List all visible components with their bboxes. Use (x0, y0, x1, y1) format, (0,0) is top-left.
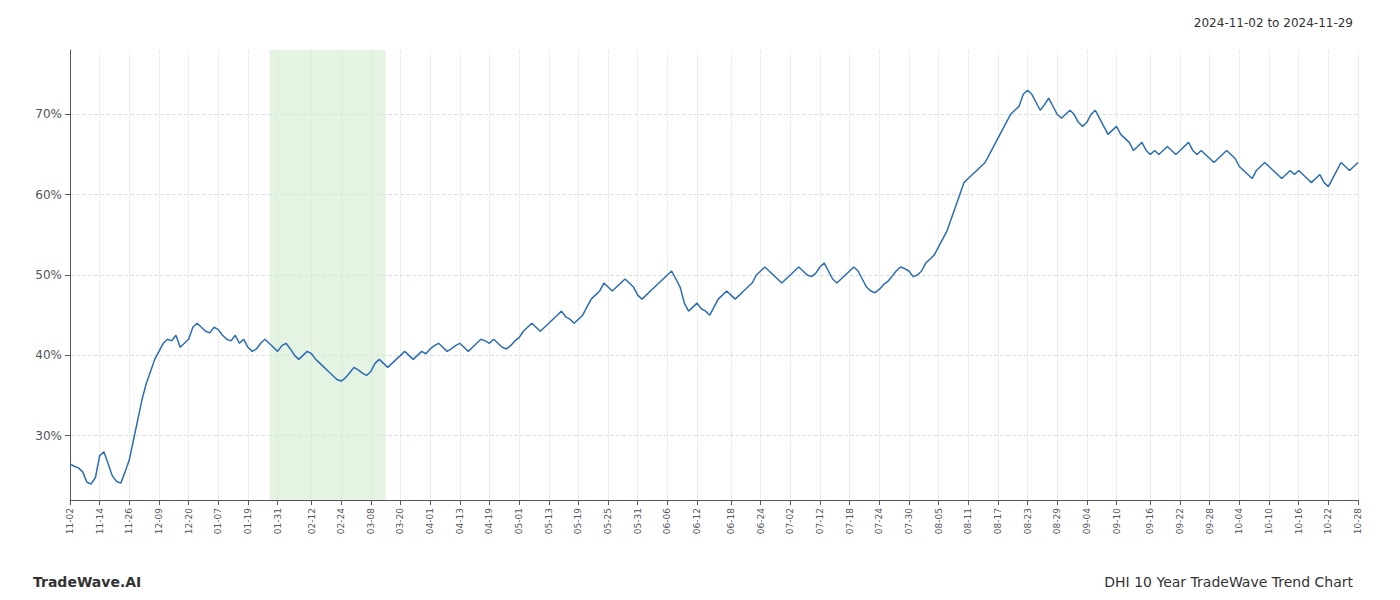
svg-text:2024-11-02 to 2024-11-29: 2024-11-02 to 2024-11-29 (1194, 16, 1353, 30)
svg-text:07-30: 07-30 (904, 508, 914, 534)
svg-text:08-23: 08-23 (1023, 508, 1033, 534)
svg-text:08-11: 08-11 (963, 508, 973, 534)
svg-text:06-06: 06-06 (662, 508, 672, 534)
svg-text:05-19: 05-19 (573, 508, 583, 534)
svg-text:04-19: 04-19 (484, 508, 494, 534)
svg-text:30%: 30% (35, 429, 62, 443)
svg-text:DHI 10 Year TradeWave Trend Ch: DHI 10 Year TradeWave Trend Chart (1104, 574, 1353, 590)
svg-text:03-20: 03-20 (395, 508, 405, 534)
svg-text:06-24: 06-24 (756, 508, 766, 534)
svg-text:10-28: 10-28 (1353, 508, 1363, 534)
svg-text:10-16: 10-16 (1294, 508, 1304, 534)
svg-text:50%: 50% (35, 268, 62, 282)
svg-text:09-28: 09-28 (1205, 508, 1215, 534)
svg-text:05-01: 05-01 (514, 508, 524, 534)
svg-text:70%: 70% (35, 107, 62, 121)
svg-text:09-22: 09-22 (1175, 508, 1185, 534)
svg-text:12-20: 12-20 (184, 508, 194, 534)
svg-text:06-12: 06-12 (692, 508, 702, 534)
svg-text:07-24: 07-24 (874, 508, 884, 534)
svg-text:11-02: 11-02 (65, 508, 75, 534)
svg-text:02-12: 02-12 (307, 508, 317, 534)
svg-text:11-26: 11-26 (124, 508, 134, 534)
svg-text:04-01: 04-01 (425, 508, 435, 534)
svg-text:05-31: 05-31 (633, 508, 643, 534)
svg-text:60%: 60% (35, 188, 62, 202)
svg-text:01-31: 01-31 (273, 508, 283, 534)
svg-text:12-09: 12-09 (154, 508, 164, 534)
svg-text:06-18: 06-18 (726, 508, 736, 534)
svg-text:07-12: 07-12 (815, 508, 825, 534)
svg-text:09-04: 09-04 (1082, 508, 1092, 534)
svg-text:07-18: 07-18 (845, 508, 855, 534)
svg-text:08-29: 08-29 (1052, 508, 1062, 534)
svg-text:05-25: 05-25 (603, 508, 613, 534)
svg-text:01-07: 01-07 (213, 508, 223, 534)
svg-text:01-19: 01-19 (243, 508, 253, 534)
svg-text:08-17: 08-17 (993, 508, 1003, 534)
svg-text:10-22: 10-22 (1323, 508, 1333, 534)
svg-text:11-14: 11-14 (95, 508, 105, 534)
svg-text:08-05: 08-05 (934, 508, 944, 534)
svg-text:10-04: 10-04 (1234, 508, 1244, 534)
svg-text:02-24: 02-24 (336, 508, 346, 534)
svg-text:09-10: 09-10 (1112, 508, 1122, 534)
svg-text:04-13: 04-13 (455, 508, 465, 534)
svg-text:40%: 40% (35, 348, 62, 362)
svg-text:05-13: 05-13 (544, 508, 554, 534)
svg-text:07-02: 07-02 (785, 508, 795, 534)
svg-text:09-16: 09-16 (1145, 508, 1155, 534)
svg-text:10-10: 10-10 (1264, 508, 1274, 534)
svg-text:03-08: 03-08 (366, 508, 376, 534)
svg-text:TradeWave.AI: TradeWave.AI (33, 574, 141, 590)
